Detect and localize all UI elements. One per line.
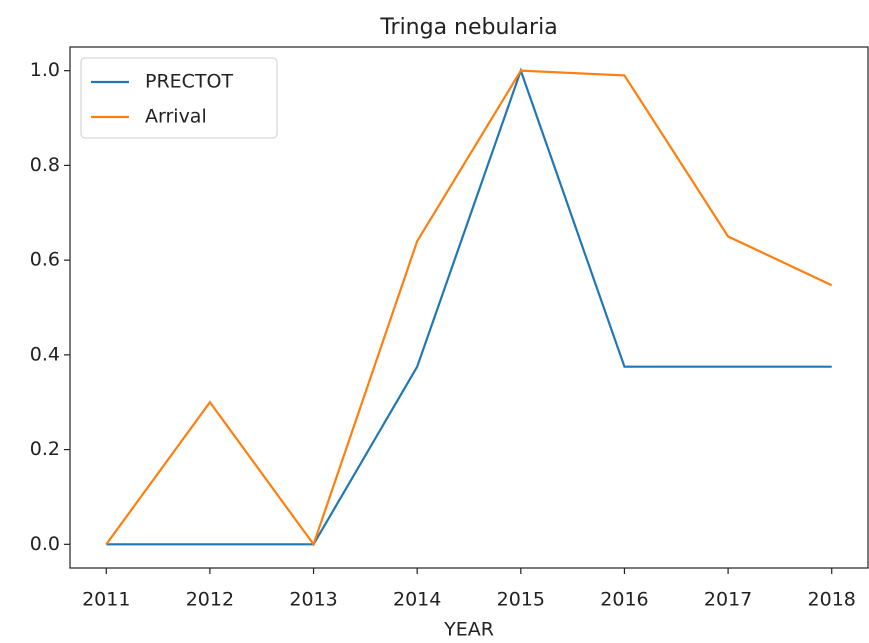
x-tick-label: 2018	[808, 589, 856, 611]
x-tick-label: 2012	[186, 589, 234, 611]
x-tick-label: 2014	[393, 589, 441, 611]
x-axis-label: YEAR	[443, 619, 494, 641]
y-tick-label: 1.0	[30, 59, 60, 81]
y-tick-label: 0.4	[30, 343, 60, 365]
series-line	[106, 67, 832, 546]
series-line	[105, 69, 833, 547]
x-tick-label: 2017	[704, 589, 752, 611]
x-tick-label: 2016	[600, 589, 648, 611]
legend-label: PRECTOT	[145, 71, 233, 93]
x-tick-label: 2013	[289, 589, 337, 611]
legend-label: Arrival	[145, 106, 207, 128]
x-tick-label: 2011	[82, 589, 130, 611]
legend-box	[80, 57, 278, 139]
x-tick-label: 2015	[497, 589, 545, 611]
y-tick-label: 0.0	[30, 533, 60, 555]
y-tick-label: 0.2	[30, 438, 60, 460]
y-tick-label: 0.8	[30, 154, 60, 176]
chart-title: Tringa nebularia	[379, 15, 557, 40]
y-tick-label: 0.6	[30, 249, 60, 271]
plot-frame	[69, 46, 869, 569]
